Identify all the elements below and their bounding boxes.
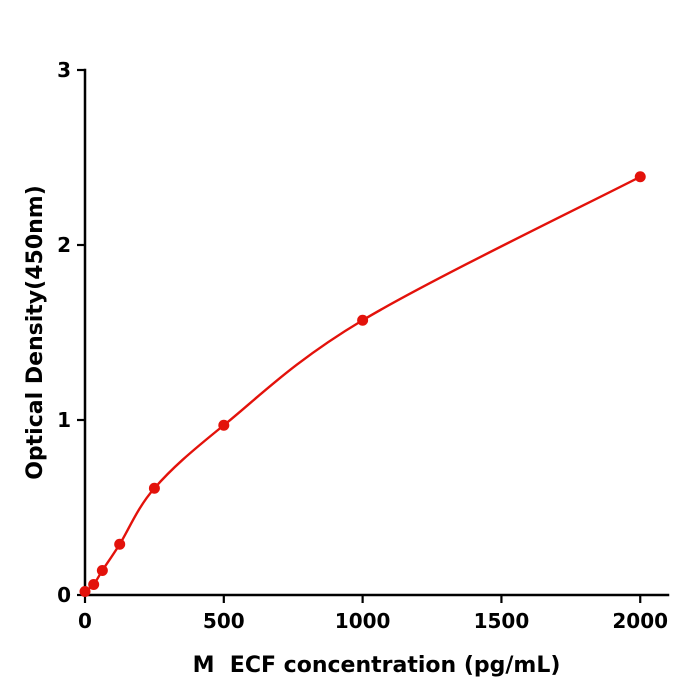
x-tick-label: 1500 xyxy=(474,609,530,633)
y-tick-label: 3 xyxy=(57,58,71,82)
data-series xyxy=(79,171,646,597)
x-tick-label: 0 xyxy=(78,609,92,633)
data-point xyxy=(88,579,100,590)
axis-ticks: 0 500 1000 1500 2000 0 1 2 3 xyxy=(57,58,668,633)
data-point xyxy=(114,538,126,550)
x-tick-label: 500 xyxy=(203,609,245,633)
data-point xyxy=(357,314,369,326)
data-point xyxy=(79,586,91,597)
y-tick-label: 2 xyxy=(57,233,71,257)
data-point xyxy=(218,419,230,431)
fit-curve xyxy=(83,175,642,593)
y-axis-label: Optical Density(450nm) xyxy=(23,185,48,480)
data-point xyxy=(96,565,108,576)
y-tick-label: 1 xyxy=(57,408,71,432)
axis-spines xyxy=(83,68,670,597)
y-tick-label: 0 xyxy=(57,583,71,607)
data-point xyxy=(634,171,646,183)
x-tick-label: 1000 xyxy=(335,609,391,633)
x-tick-label: 2000 xyxy=(612,609,668,633)
data-point xyxy=(148,482,160,494)
axes xyxy=(83,68,670,597)
x-axis-label: M ECF concentration (pg/mL) xyxy=(193,653,561,678)
